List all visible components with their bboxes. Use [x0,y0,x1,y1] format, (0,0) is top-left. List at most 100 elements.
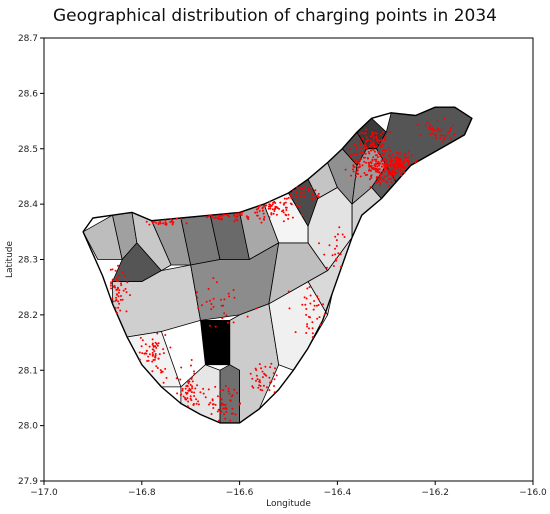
charging-point [110,287,113,290]
charging-point [181,387,184,390]
charging-point [114,286,117,289]
charging-point [355,144,358,147]
charging-point [289,202,292,205]
charging-point [364,143,367,146]
charging-point [265,386,268,389]
charging-point [350,148,352,151]
charging-point [232,321,235,324]
charging-point [113,284,116,287]
charging-point [395,155,398,158]
charging-point [117,274,120,277]
charging-point [233,388,236,391]
charging-point [265,204,268,207]
charging-point [385,180,388,183]
y-tick-label: 28.3 [18,256,38,266]
charging-point [375,132,378,135]
charging-point [378,168,381,171]
charging-point [153,350,156,353]
charging-point [155,346,158,349]
charging-point [403,166,405,169]
charging-point [303,195,306,197]
charging-point [356,169,359,172]
charging-point [262,204,265,207]
charging-point [372,149,375,151]
charging-point [292,189,295,192]
charging-point [310,186,313,189]
charging-point [138,358,141,361]
charging-point [257,205,260,208]
charging-point [403,161,406,164]
charging-point [226,321,229,324]
charging-point [220,304,223,307]
charging-point [304,303,307,306]
charging-point [368,168,371,171]
charging-point [270,362,273,365]
charging-point [384,137,386,140]
charging-point [403,156,406,159]
charging-point [376,156,379,159]
charging-point [186,384,189,387]
charging-point [355,160,357,163]
charging-point [373,150,376,153]
charging-point [368,152,371,155]
charging-point [391,154,394,156]
charging-point [209,214,212,217]
charging-point [209,299,211,302]
charging-point [313,300,316,302]
charging-point [251,377,254,380]
charging-point [319,323,322,326]
charging-point [453,133,456,136]
charging-point [156,344,159,347]
charging-point [357,161,360,164]
charging-point [290,197,293,200]
charging-point [225,314,228,317]
charging-point [287,217,290,220]
charging-point [275,213,278,216]
charging-point [176,392,179,395]
charging-point [154,356,157,359]
charging-point [155,221,158,224]
charging-point [214,385,217,388]
charging-point [181,389,184,392]
charging-point [380,133,383,136]
charging-point [201,304,203,307]
charging-point [355,175,357,178]
charging-point [236,392,239,394]
charging-point [450,137,452,140]
charging-point [247,218,250,221]
charging-point [381,143,384,146]
municipality-layer [82,106,473,424]
charging-point [269,366,272,369]
charging-point [383,167,386,170]
charging-point [156,332,159,335]
charging-point [357,166,359,169]
charging-point [410,154,413,157]
charging-point [159,222,162,225]
charging-point [268,200,271,203]
charging-point [381,162,384,165]
charging-point [255,379,257,382]
charging-point [392,178,395,180]
charging-point [367,150,370,153]
charging-point [258,380,261,383]
charging-point [255,369,258,371]
charging-point [234,413,237,416]
charging-point [443,136,446,139]
charging-point [331,254,334,257]
charging-point [268,216,271,219]
charging-point [125,291,128,294]
charging-point [356,138,359,141]
charging-point [322,303,325,306]
charging-point [315,304,318,307]
charging-point [352,164,355,167]
charging-point [396,151,399,154]
charging-point [388,155,391,158]
charging-point [124,287,127,290]
charging-point [350,174,352,177]
charging-point [384,139,386,142]
charging-point [217,408,220,411]
charging-point [403,167,406,170]
charging-point [158,353,161,356]
charging-point [157,222,160,225]
charging-point [273,208,276,211]
